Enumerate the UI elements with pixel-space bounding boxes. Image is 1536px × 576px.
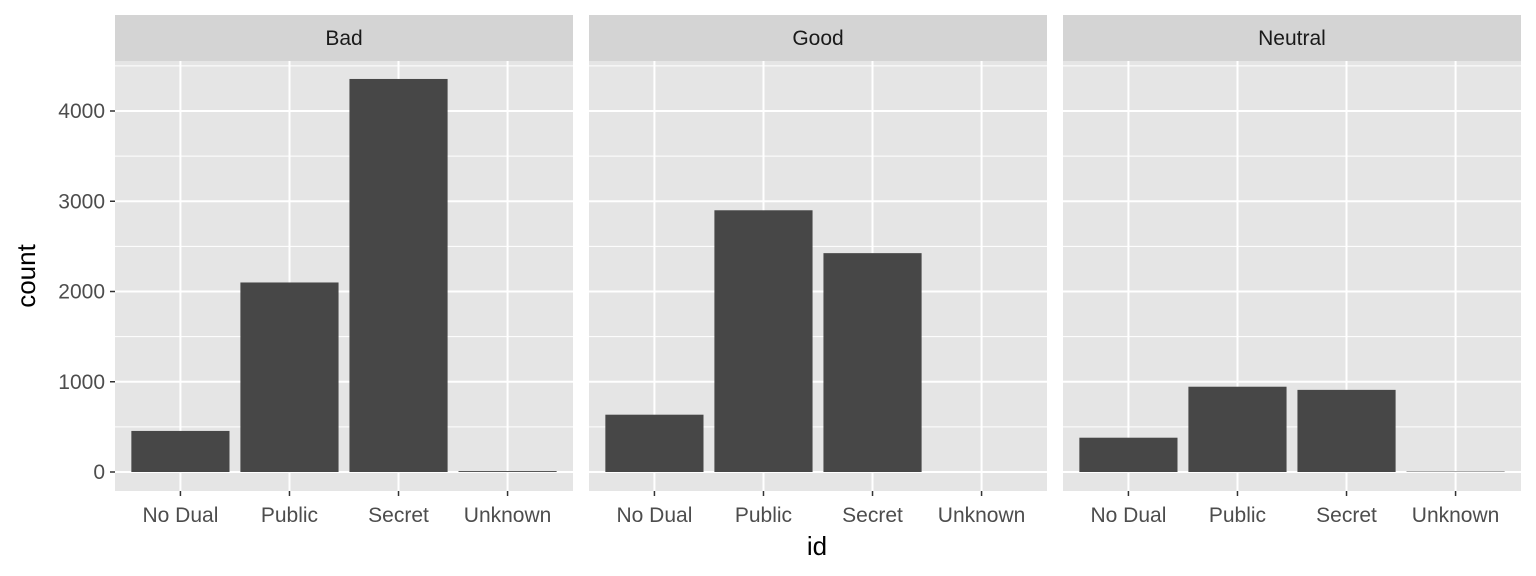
y-tick-label: 1000 xyxy=(58,371,105,394)
x-tick-label: No Dual xyxy=(1090,504,1166,527)
bar-neutral-public xyxy=(1188,386,1287,472)
facet-strip-label: Good xyxy=(792,27,843,50)
y-tick-label: 2000 xyxy=(58,281,105,304)
y-axis: 0 1000 2000 3000 4000 xyxy=(58,100,115,484)
x-axis-title: id xyxy=(807,531,827,561)
bar-good-no-dual xyxy=(605,414,704,472)
panel-background xyxy=(1063,61,1521,491)
x-tick-label: Public xyxy=(735,504,792,527)
facet-strip-label: Neutral xyxy=(1258,27,1326,50)
x-tick-label: Secret xyxy=(842,504,903,527)
bar-bad-unknown xyxy=(458,471,557,472)
x-tick-label: No Dual xyxy=(616,504,692,527)
facet-strip-label: Bad xyxy=(325,27,362,50)
bar-bad-no-dual xyxy=(131,430,230,472)
panel-background xyxy=(115,61,573,491)
bar-bad-public xyxy=(240,282,339,472)
x-tick-label: Unknown xyxy=(464,504,552,527)
y-tick-label: 3000 xyxy=(58,190,105,213)
x-tick-label: Secret xyxy=(1316,504,1377,527)
y-tick-label: 4000 xyxy=(58,100,105,123)
bar-bad-secret xyxy=(349,78,448,473)
facet-strip xyxy=(1063,15,1521,61)
bar-good-secret xyxy=(823,253,922,472)
x-tick-label: Unknown xyxy=(938,504,1026,527)
facet-panel-good: Good No Dual Public Secret Unknown xyxy=(589,15,1047,527)
x-tick-label: Public xyxy=(261,504,318,527)
y-axis-title: count xyxy=(11,243,41,307)
bar-good-public xyxy=(714,210,813,472)
facet-strip xyxy=(115,15,573,61)
bar-neutral-no-dual xyxy=(1079,437,1178,472)
x-tick-label: Public xyxy=(1209,504,1266,527)
x-tick-label: No Dual xyxy=(142,504,218,527)
bar-neutral-secret xyxy=(1297,389,1396,472)
facet-panels: Bad No Dual Public Secret Unknown Good No Dual… xyxy=(115,15,1521,527)
facet-panel-bad: Bad No Dual Public Secret Unknown xyxy=(115,15,573,527)
facet-panel-neutral: Neutral No Dual Public Secret Unknown xyxy=(1063,15,1521,527)
facet-strip xyxy=(589,15,1047,61)
x-tick-label: Secret xyxy=(368,504,429,527)
x-tick-label: Unknown xyxy=(1412,504,1500,527)
y-tick-label: 0 xyxy=(93,461,105,484)
